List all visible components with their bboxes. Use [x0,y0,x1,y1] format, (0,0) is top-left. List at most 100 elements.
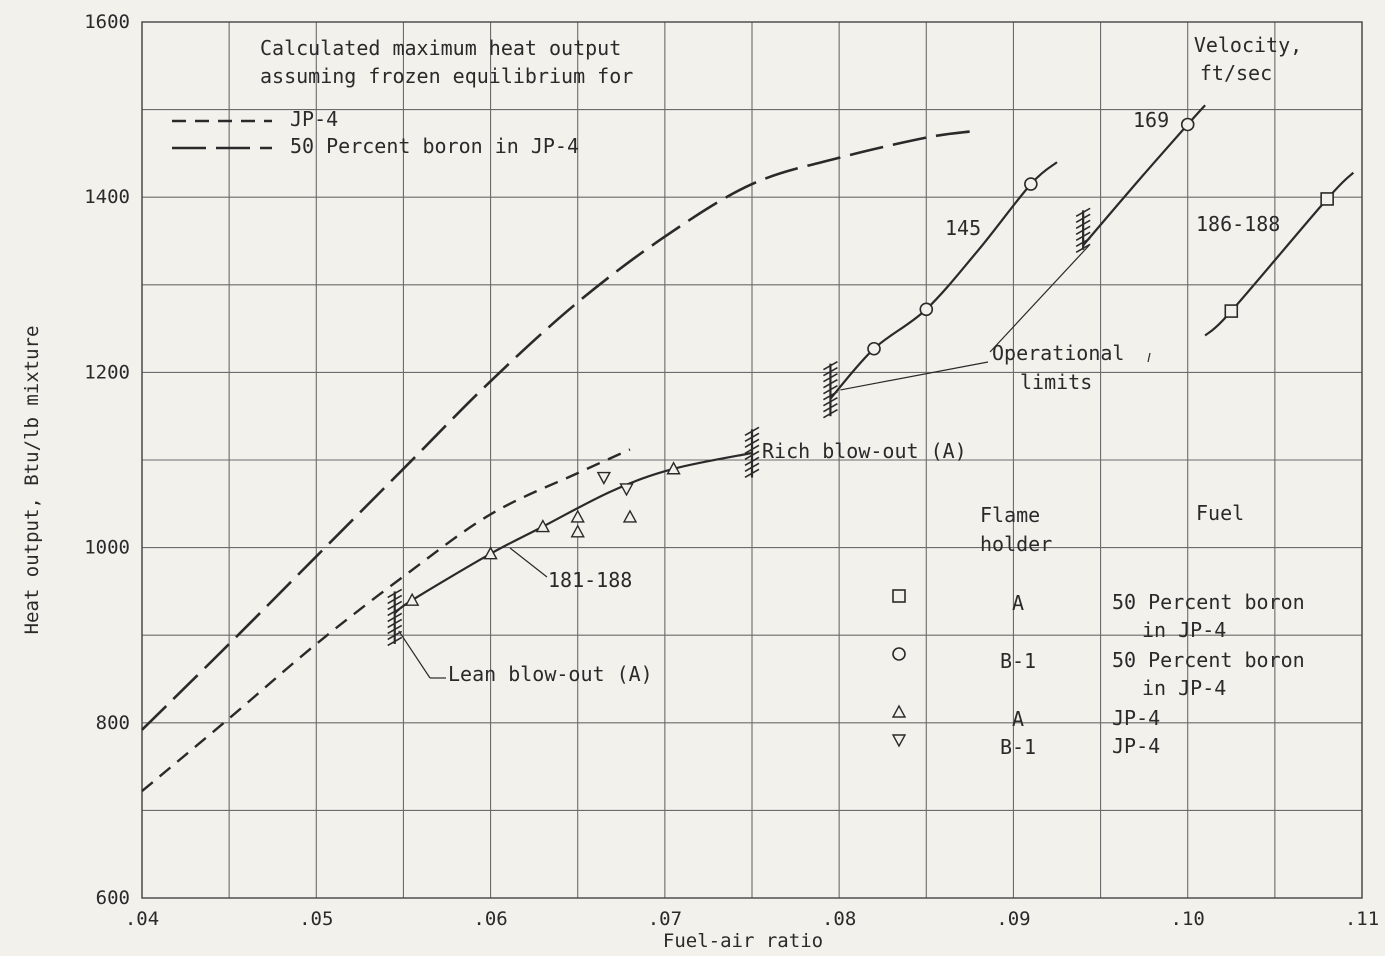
calculated-title-line-1: Calculated maximum heat output [260,36,621,60]
grid [141,21,1363,899]
legend-jp4-label: JP-4 [290,107,338,131]
legend-rows: A 50 Percent boron in JP-4 B-1 50 Percent bo… [891,589,1305,759]
data-point-triangle-down [619,483,634,497]
x-tick-label: .07 [648,908,682,930]
series-label-186-188: 186-188 [1196,212,1280,236]
plot-frame [141,21,1363,899]
limit-hatch [1075,243,1091,254]
y-tick-label: 600 [96,887,130,909]
x-tick-label: .05 [299,908,333,930]
operational-label-line-1: Operational [992,341,1124,365]
calculated-title-line-2: assuming frozen equilibrium for [260,64,633,88]
x-tick-label: .06 [473,908,507,930]
limit-hatches [387,207,1091,647]
y-tick-label: 1000 [84,537,130,559]
data-point-triangle-up [483,546,498,560]
limit-hatch [744,468,760,479]
legend-fuel: JP-4 [1112,706,1160,730]
data-point-square [892,589,906,603]
limit-hatch [387,618,403,629]
limit-hatch [823,402,838,413]
leader-line [1147,352,1151,363]
y-axis-label: Heat output, Btu/lb mixture [21,326,43,635]
data-point-triangle-down [891,734,907,748]
x-tick-label: .09 [996,908,1030,930]
y-tick-label: 1600 [84,11,130,33]
limit-hatch [1075,219,1091,230]
y-tick-labels: 600 800 1000 1200 1400 1600 [84,11,130,909]
leader-line [398,630,431,679]
limit-hatch [387,594,403,605]
legend-header-flameholder-2: holder [980,532,1052,556]
limit-hatch [387,600,403,611]
limit-hatch [387,606,403,617]
limit-hatch [823,360,838,371]
limit-hatch [387,636,403,647]
velocity-header-line-2: ft/sec [1200,61,1272,85]
limit-hatch [823,396,838,407]
data-point-triangle-up [404,592,420,606]
limit-hatch [744,432,760,443]
y-tick-label: 1400 [84,186,130,208]
leader-line [509,547,548,578]
limit-hatch [1075,213,1091,224]
limit-hatch [387,588,403,599]
limit-hatch [1075,225,1091,236]
lean-blowout-label: Lean blow-out (A) [448,662,653,686]
limit-hatch [823,408,838,419]
experimental-line [1204,171,1355,337]
series-label-181-188: 181-188 [548,568,632,592]
limit-hatch [744,438,760,449]
x-tick-label: .08 [822,908,856,930]
limit-hatch [387,612,403,623]
limit-hatch [744,450,760,461]
legend-fuel: 50 Percent boron [1112,648,1305,672]
limit-hatch [744,456,760,467]
limit-hatch [823,372,838,383]
x-tick-label: .04 [125,908,159,930]
data-point-square [1320,192,1334,206]
x-axis-label: Fuel-air ratio [663,930,823,952]
limit-hatch [1075,231,1091,242]
data-point-triangle-up [570,524,585,538]
legend-boron-label: 50 Percent boron in JP-4 [290,134,579,158]
rich-blowout-label: Rich blow-out (A) [762,439,967,463]
data-point-triangle-down [596,471,612,485]
operational-label-line-2: limits [1020,370,1092,394]
limit-hatch [823,366,838,377]
calculated-curve-boron [141,130,971,731]
y-tick-label: 800 [96,712,130,734]
calculated-curve-jp4 [141,448,631,793]
data-point-triangle-up [535,519,551,533]
leader-line [989,244,1090,353]
y-tick-label: 1200 [84,361,130,383]
data-point-square [1224,304,1239,318]
velocity-header-line-1: Velocity, [1194,33,1302,57]
legend-flameholder: B-1 [1000,735,1036,759]
limit-hatch [823,378,838,389]
legend-flameholder: A [1012,591,1024,615]
legend-flameholder: A [1012,707,1024,731]
limit-hatch [387,624,403,635]
leader-line [840,361,989,391]
data-point-triangle-up [622,509,638,523]
limit-hatch [823,384,838,395]
leader-lines [398,244,1151,679]
x-tick-label: .11 [1345,908,1379,930]
data-point-circle [1024,177,1038,191]
legend-header-fuel: Fuel [1196,501,1244,525]
limit-hatch [823,390,838,401]
series-label-145: 145 [945,216,981,240]
legend-fuel: JP-4 [1112,734,1160,758]
experimental-series [393,104,1355,615]
x-tick-label: .10 [1171,908,1205,930]
data-point-circle [892,647,906,661]
experimental-line [1082,104,1206,247]
limit-hatch [1075,237,1091,248]
limit-hatch [744,444,760,455]
legend-fuel: in JP-4 [1142,676,1226,700]
legend-fuel: 50 Percent boron [1112,590,1305,614]
data-point-triangle-up [570,509,585,523]
series-label-169: 169 [1133,108,1169,132]
